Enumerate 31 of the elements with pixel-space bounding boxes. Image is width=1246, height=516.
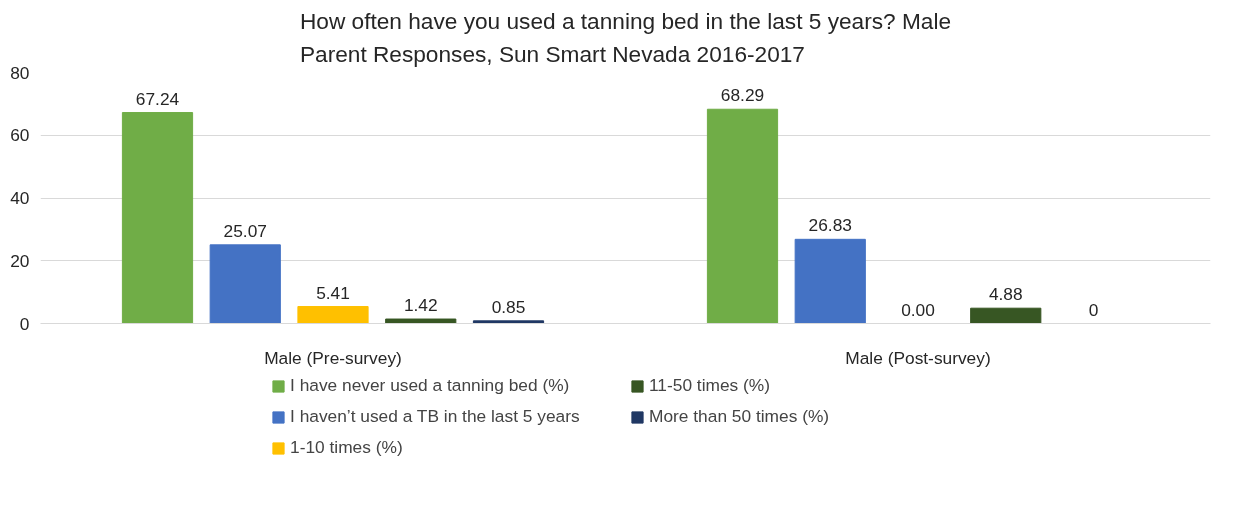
legend-label: 1-10 times (%) — [290, 437, 404, 458]
y-tick-label: 0 — [19, 313, 30, 334]
data-label: 67.24 — [135, 88, 180, 109]
legend-label: I haven’t used a TB in the last 5 years — [290, 406, 581, 427]
legend-label: I have never used a tanning bed (%) — [290, 375, 571, 396]
bar — [297, 306, 369, 324]
data-label: 0.85 — [491, 296, 526, 317]
bar — [209, 244, 281, 324]
data-label: 25.07 — [223, 221, 267, 241]
legend-label: More than 50 times (%) — [649, 406, 831, 427]
bar — [472, 320, 545, 324]
data-label: 1.42 — [403, 295, 438, 316]
bar — [706, 108, 779, 324]
data-label: 0.00 — [901, 299, 935, 320]
data-label: 5.41 — [316, 282, 350, 303]
data-label: 4.88 — [988, 284, 1023, 305]
data-label: 0 — [1088, 299, 1099, 320]
y-tick-label: 60 — [10, 125, 30, 146]
y-tick-label: 20 — [10, 250, 30, 271]
bar — [970, 307, 1042, 324]
chart-title: How often have you used a tanning bed in the last 5 years? Male Parent Responses, Sun Smart Nevada 2016-2017 — [299, 7, 952, 68]
x-tick-label: Male (Post-survey) — [845, 347, 991, 368]
bar — [794, 238, 866, 324]
x-tick-label: Male (Pre-survey) — [264, 347, 402, 368]
y-tick-label: 40 — [10, 188, 30, 208]
data-label: 68.29 — [720, 85, 765, 106]
bar — [385, 318, 457, 324]
legend-label: 11-50 times (%) — [649, 375, 771, 396]
bar — [121, 112, 194, 324]
data-label: 26.83 — [808, 215, 852, 236]
y-tick-label: 80 — [10, 62, 30, 83]
